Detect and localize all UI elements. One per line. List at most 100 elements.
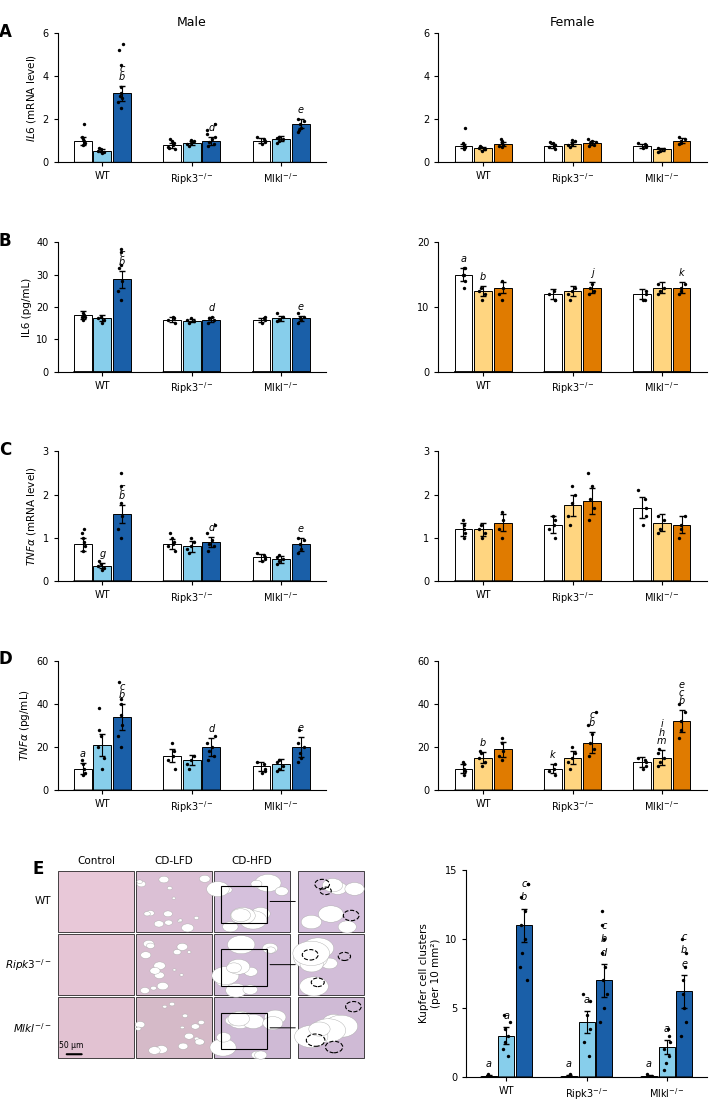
Text: $Ripk3^{-/-}$: $Ripk3^{-/-}$ (5, 957, 51, 973)
Point (162, 537, 174, 555)
Circle shape (221, 886, 232, 893)
Point (294, 745, 306, 763)
Bar (494, 750, 512, 790)
Point (596, 902, 608, 920)
Bar (673, 288, 691, 371)
Point (182, 755, 193, 773)
Point (492, 137, 504, 155)
Point (271, 304, 283, 322)
Point (94, 140, 105, 157)
Point (115, 495, 127, 512)
Point (549, 291, 561, 309)
Point (477, 291, 488, 309)
Bar (203, 542, 221, 581)
Point (95, 555, 107, 573)
Bar (183, 546, 200, 581)
Point (278, 551, 289, 568)
Point (492, 747, 504, 765)
Point (587, 477, 598, 495)
Bar (213, 934, 291, 996)
Point (473, 520, 485, 537)
Point (206, 739, 218, 756)
Circle shape (226, 963, 242, 973)
Text: 50 μm: 50 μm (59, 1041, 84, 1050)
Point (679, 508, 691, 525)
Point (99, 311, 110, 329)
Point (260, 133, 271, 151)
Point (203, 751, 214, 768)
Circle shape (173, 950, 181, 955)
Point (474, 743, 486, 761)
Point (675, 712, 686, 730)
Circle shape (252, 1051, 262, 1058)
Circle shape (265, 1010, 286, 1024)
Point (294, 310, 306, 328)
Point (293, 314, 304, 332)
Circle shape (329, 882, 347, 895)
Point (112, 520, 123, 537)
Circle shape (302, 937, 334, 958)
Point (676, 721, 687, 739)
Point (115, 477, 127, 495)
Bar (74, 141, 92, 163)
Point (79, 520, 90, 537)
Point (673, 286, 685, 303)
Bar (454, 768, 472, 790)
Point (167, 136, 179, 154)
Point (543, 520, 554, 537)
Point (278, 130, 289, 147)
Point (185, 529, 197, 546)
Text: c: c (601, 921, 607, 931)
Point (598, 930, 610, 947)
Point (77, 311, 89, 329)
Point (273, 132, 285, 149)
Bar (494, 144, 512, 163)
Bar (498, 1035, 515, 1077)
Point (585, 992, 596, 1010)
Point (117, 273, 128, 290)
Circle shape (149, 1046, 160, 1054)
Circle shape (319, 906, 343, 922)
Bar (136, 934, 212, 996)
Bar (74, 544, 92, 581)
Point (673, 135, 685, 153)
Point (584, 279, 596, 297)
Text: a: a (646, 1058, 652, 1068)
Point (458, 259, 469, 277)
Point (278, 308, 289, 325)
Point (580, 1006, 592, 1023)
Point (499, 1020, 510, 1037)
Text: d: d (208, 724, 215, 734)
Text: e: e (298, 524, 304, 534)
Point (652, 757, 663, 775)
Circle shape (255, 1051, 267, 1059)
Point (112, 728, 123, 745)
Point (497, 273, 508, 290)
Point (515, 889, 526, 907)
Circle shape (251, 880, 262, 888)
Point (519, 930, 531, 947)
Point (676, 282, 687, 300)
Point (459, 259, 471, 277)
Point (652, 140, 663, 157)
Point (259, 548, 270, 566)
Bar (273, 764, 290, 790)
Circle shape (338, 921, 356, 933)
Point (653, 741, 665, 758)
Point (169, 759, 180, 777)
Circle shape (227, 1011, 253, 1029)
Point (652, 286, 663, 303)
Bar (673, 525, 691, 581)
Point (673, 730, 685, 747)
Point (203, 743, 215, 761)
Point (167, 747, 179, 765)
Point (482, 1067, 494, 1085)
Point (495, 130, 507, 147)
Bar (58, 870, 134, 932)
Point (94, 553, 105, 570)
Point (183, 314, 195, 332)
Bar (673, 141, 691, 163)
Point (479, 753, 491, 770)
Point (459, 266, 470, 284)
Point (587, 725, 598, 743)
